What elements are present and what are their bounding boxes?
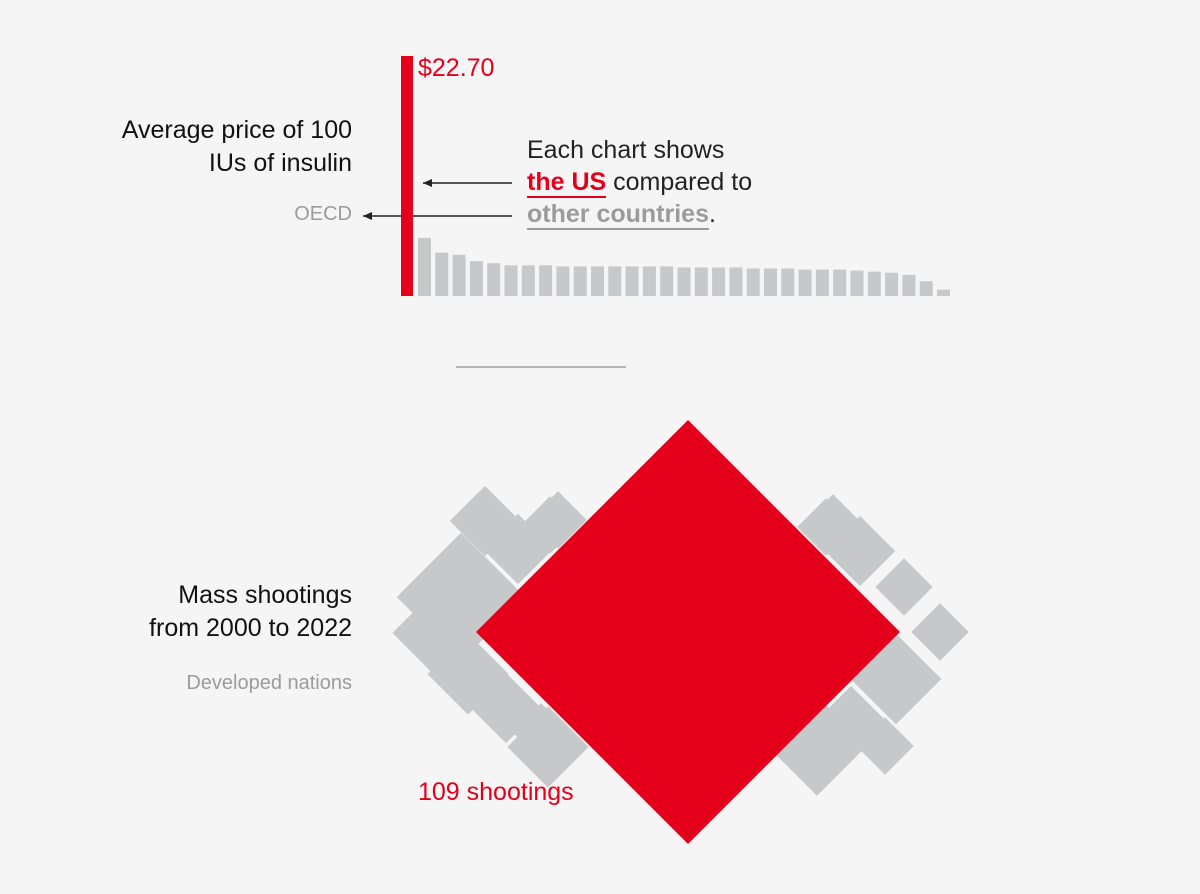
country-bar xyxy=(919,281,933,296)
country-bar xyxy=(677,267,691,296)
insulin-title-line-2: IUs of insulin xyxy=(208,149,352,177)
country-bar xyxy=(521,265,535,296)
country-bar xyxy=(418,237,431,296)
country-square xyxy=(875,558,933,616)
country-bar xyxy=(746,268,760,296)
country-square xyxy=(911,603,969,661)
country-bar xyxy=(539,265,553,296)
explainer-line-2-rest: compared to xyxy=(606,168,753,196)
country-bar xyxy=(937,289,950,296)
country-bar xyxy=(729,267,743,296)
country-bar xyxy=(504,265,518,296)
country-bar xyxy=(556,266,570,296)
country-bar xyxy=(815,269,829,296)
country-square xyxy=(856,717,914,775)
explainer-text: Each chart shows the US compared to othe… xyxy=(527,134,752,230)
explainer-period: . xyxy=(708,200,716,228)
country-bar xyxy=(764,268,777,296)
country-bar xyxy=(902,274,916,296)
explainer-line-1: Each chart shows xyxy=(527,136,725,164)
country-bar xyxy=(781,268,795,296)
country-square xyxy=(529,491,587,549)
insulin-comparison-label: OECD xyxy=(294,203,352,225)
us-bar xyxy=(401,56,413,296)
shootings-comparison-label: Developed nations xyxy=(186,672,352,694)
country-bar xyxy=(642,266,656,296)
country-bar xyxy=(885,272,899,296)
country-bar xyxy=(625,266,639,296)
explainer-us-label: the US xyxy=(527,168,607,198)
insulin-us-value-label: $22.70 xyxy=(418,54,495,82)
country-bar xyxy=(798,269,812,296)
explainer-other-label: other countries xyxy=(527,200,709,230)
country-bar xyxy=(712,267,726,296)
us-square xyxy=(476,420,900,844)
shootings-us-value-label: 109 shootings xyxy=(418,778,574,806)
country-bar xyxy=(833,269,847,296)
country-bar xyxy=(469,261,483,296)
country-bar xyxy=(867,271,881,296)
country-bar xyxy=(487,263,501,296)
country-bar xyxy=(660,266,674,296)
shootings-title-line-1: Mass shootings xyxy=(178,581,352,609)
shootings-title-line-2: from 2000 to 2022 xyxy=(149,614,352,642)
explainer-line-2: the US compared to xyxy=(527,166,752,198)
insulin-title-line-1: Average price of 100 xyxy=(121,116,352,144)
country-bar xyxy=(850,270,864,296)
country-square xyxy=(482,513,554,585)
country-bar xyxy=(591,266,604,296)
country-bar xyxy=(573,266,587,296)
section-divider xyxy=(456,366,626,368)
shootings-chart-title: Mass shootings from 2000 to 2022 xyxy=(149,579,352,645)
country-square xyxy=(507,706,589,788)
country-bar xyxy=(435,252,449,296)
country-square xyxy=(804,494,862,552)
country-bar xyxy=(608,266,622,296)
country-bar xyxy=(694,267,708,296)
explainer-line-3: other countries. xyxy=(527,198,752,230)
country-bar xyxy=(452,254,466,296)
insulin-chart-title: Average price of 100 IUs of insulin xyxy=(122,114,352,180)
